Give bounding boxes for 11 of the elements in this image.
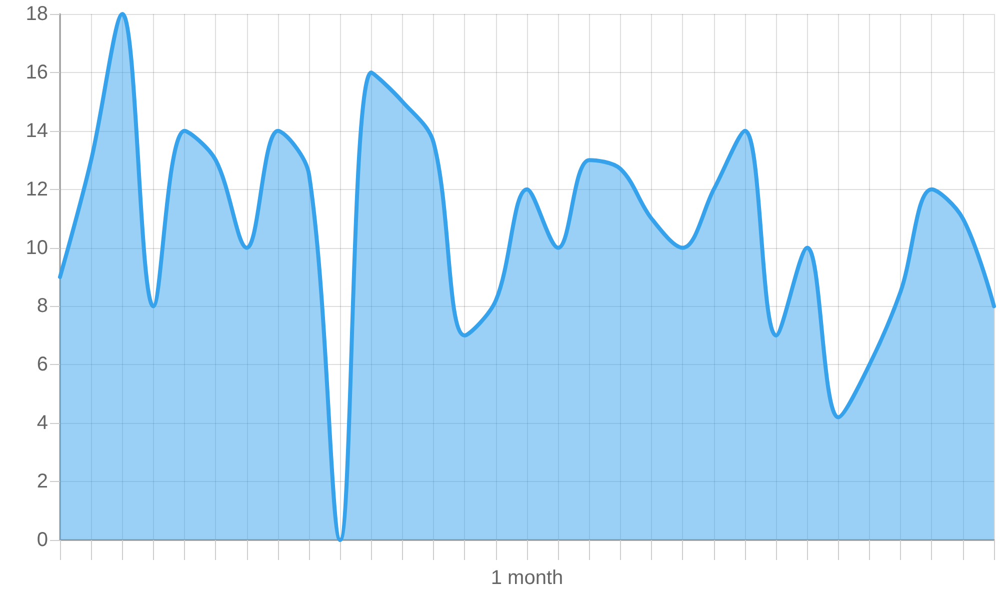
- y-tick-label: 10: [26, 236, 48, 259]
- y-tick-label: 18: [26, 3, 48, 25]
- y-tick-label: 16: [26, 61, 48, 84]
- y-tick-label: 4: [36, 412, 48, 434]
- y-tick-label: 0: [36, 529, 48, 551]
- y-tick-label: 2: [36, 470, 48, 493]
- x-axis-title: 1 month: [490, 567, 564, 589]
- y-tick-label: 6: [36, 354, 48, 376]
- y-tick-label: 12: [26, 178, 48, 200]
- y-tick-label: 8: [36, 295, 48, 318]
- y-tick-label: 14: [26, 120, 48, 142]
